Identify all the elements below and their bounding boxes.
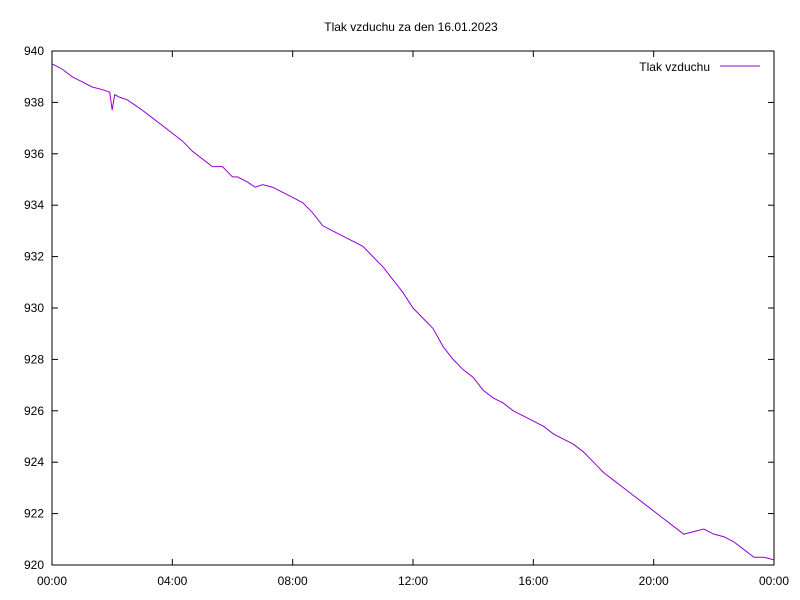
y-tick-label: 934 [24,198,44,212]
x-tick-label: 04:00 [157,574,187,588]
series-layer [51,63,775,561]
y-tick-label: 930 [24,301,44,315]
y-tick-label: 924 [24,455,44,469]
y-tick-label: 932 [24,250,44,264]
y-tick-label: 936 [24,147,44,161]
y-tick-label: 920 [24,558,44,572]
x-tick-label: 08:00 [278,574,308,588]
y-tick-label: 926 [24,404,44,418]
x-tick-label: 00:00 [759,574,789,588]
legend: Tlak vzduchu [639,60,760,74]
y-tick-label: 940 [24,44,44,58]
x-axis: 00:00 04:00 08:00 12:00 16:00 20:00 00:00 [37,51,789,588]
x-tick-label: 00:00 [37,574,67,588]
x-tick-label: 12:00 [398,574,428,588]
y-tick-label: 928 [24,352,44,366]
x-tick-label: 16:00 [518,574,548,588]
series-line [51,63,775,561]
x-tick-label: 20:00 [639,574,669,588]
y-tick-label: 922 [24,507,44,521]
y-axis: 940 938 936 934 932 930 928 926 924 922 920 [24,44,774,572]
chart-title: Tlak vzduchu za den 16.01.2023 [324,20,498,34]
y-tick-label: 938 [24,95,44,109]
legend-label: Tlak vzduchu [639,60,710,74]
